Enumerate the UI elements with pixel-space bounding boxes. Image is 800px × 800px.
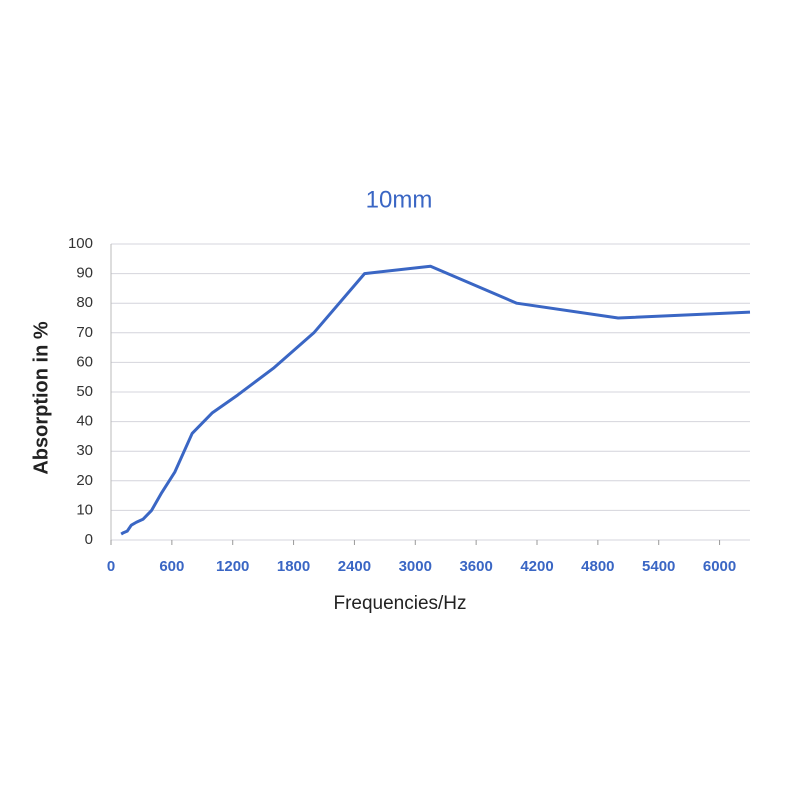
y-tick-label: 50 [76, 383, 93, 400]
y-tick-label: 10 [76, 501, 93, 518]
x-tick-label: 6000 [703, 558, 736, 575]
x-tick-label: 2400 [338, 558, 371, 575]
x-tick-label: 600 [159, 558, 184, 575]
chart-title: 10mm [366, 186, 433, 213]
x-tick-label: 3600 [459, 558, 492, 575]
x-tick-label: 1800 [277, 558, 310, 575]
data-line [120, 264, 751, 536]
y-tick-label: 20 [76, 472, 93, 489]
y-tick-label: 60 [76, 353, 93, 370]
y-tick-label: 70 [76, 324, 93, 341]
x-tick-label: 1200 [216, 558, 249, 575]
y-tick-label: 90 [76, 265, 93, 282]
x-tick-label: 3000 [399, 558, 432, 575]
x-tick-label: 0 [107, 558, 115, 575]
y-tick-label: 0 [85, 531, 93, 548]
y-tick-label: 40 [76, 413, 93, 430]
x-tick-label: 5400 [642, 558, 675, 575]
y-tick-label: 100 [68, 235, 93, 252]
x-tick-label: 4800 [581, 558, 614, 575]
x-tick-label: 4200 [520, 558, 553, 575]
y-axis-label: Absorption in % [30, 321, 52, 475]
y-tick-label: 80 [76, 294, 93, 311]
x-axis-label: Frequencies/Hz [333, 593, 466, 614]
y-tick-label: 30 [76, 442, 93, 459]
